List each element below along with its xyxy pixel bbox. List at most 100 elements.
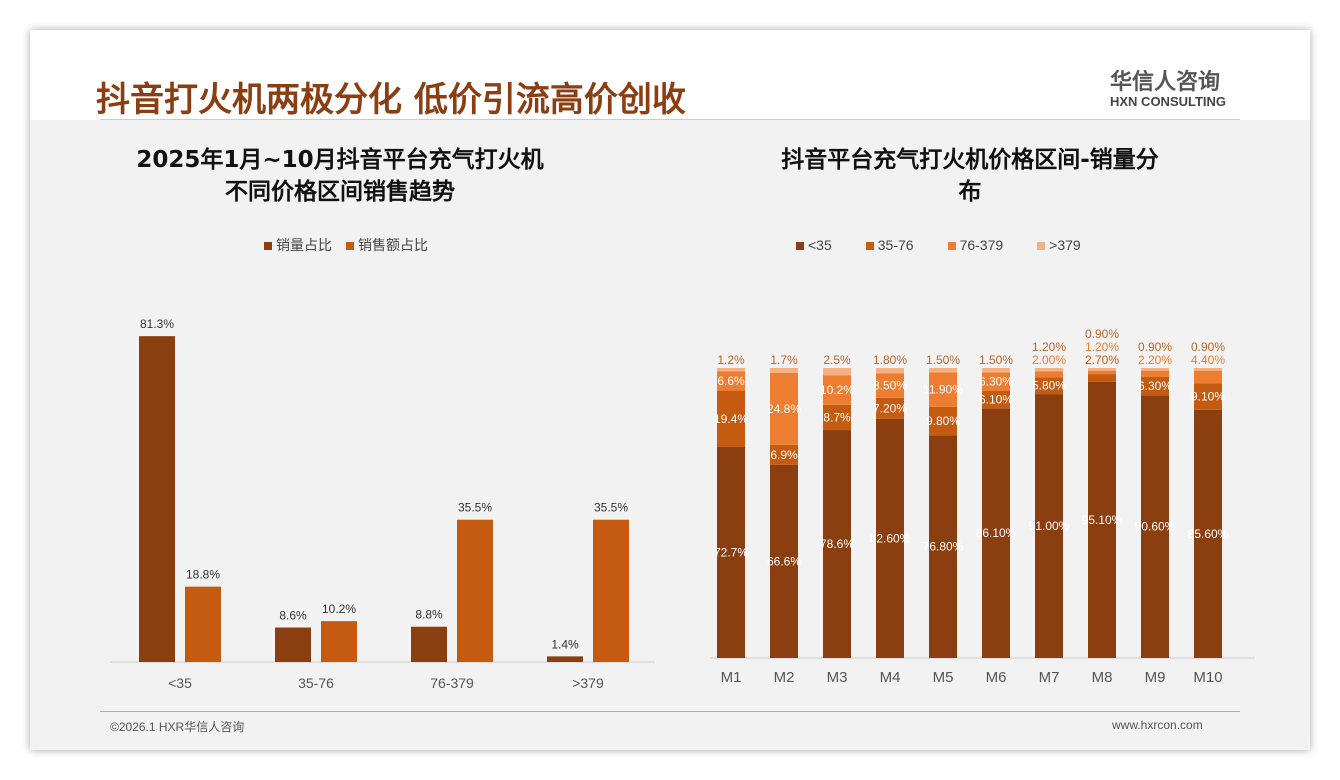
stack-segment	[1141, 395, 1169, 658]
data-label: 95.10%	[1082, 513, 1123, 527]
bar	[593, 519, 629, 662]
data-label: 10.2%	[322, 602, 356, 616]
stack-segment	[823, 404, 851, 431]
stack-segment	[823, 430, 851, 658]
data-label: 6.9%	[770, 448, 798, 462]
stack-segment	[823, 375, 851, 405]
data-label: 76.80%	[923, 540, 964, 554]
bar	[139, 336, 175, 662]
stack-segment	[876, 397, 904, 419]
x-tick-label: M4	[880, 669, 901, 686]
x-tick-label: 35-76	[298, 675, 334, 690]
data-label: 10.2%	[820, 383, 854, 397]
stack-segment	[717, 368, 745, 372]
x-tick-label: M10	[1193, 669, 1222, 686]
left-title-line1: 2025年1月~10月抖音平台充气打火机	[136, 147, 544, 173]
data-label: 1.50%	[926, 353, 960, 367]
data-label: 2.00%	[1032, 353, 1066, 367]
x-tick-label: <35	[168, 675, 192, 690]
data-label: 1.20%	[1085, 340, 1119, 354]
stack-segment	[1141, 368, 1169, 371]
legend-label: 销售额占比	[358, 237, 428, 253]
header: 抖音打火机两极分化 低价引流高价创收 华信人咨询 HXN CONSULTING	[30, 30, 1310, 120]
stack-segment	[1035, 371, 1063, 378]
data-label: 11.90%	[923, 383, 963, 397]
data-label: 1.20%	[1032, 340, 1066, 354]
data-label: 2.20%	[1138, 353, 1172, 367]
stack-segment	[1035, 368, 1063, 372]
data-label: 6.10%	[979, 392, 1013, 406]
legend-label: 35-76	[877, 237, 914, 253]
stack-segment	[1194, 383, 1222, 410]
stack-segment	[876, 418, 904, 658]
left-chart-title: 2025年1月~10月抖音平台充气打火机 不同价格区间销售趋势	[90, 144, 590, 208]
stack-segment	[1035, 377, 1063, 395]
stack-segment	[1088, 368, 1116, 371]
data-label: 78.6%	[820, 537, 854, 551]
stack-segment	[876, 368, 904, 374]
data-label: 86.10%	[976, 526, 1017, 540]
legend-item: >379	[1037, 237, 1081, 253]
bar	[185, 586, 221, 662]
data-label: 91.00%	[1029, 519, 1070, 533]
stack-segment	[770, 464, 798, 658]
x-tick-label: M8	[1092, 669, 1113, 686]
data-label: 19.4%	[714, 412, 748, 426]
stack-segment	[982, 368, 1010, 373]
right-title-line1: 抖音平台充气打火机价格区间-销量分	[781, 147, 1159, 173]
x-tick-label: >379	[572, 675, 604, 690]
left-chart: 81.3%18.8%<35（低价位）8.6%10.2%35-76（中低价位）8.…	[110, 317, 655, 690]
data-label: 7.20%	[873, 401, 907, 415]
data-label: 72.7%	[714, 545, 748, 559]
data-label: 90.60%	[1135, 520, 1176, 534]
x-tick-label: M6	[986, 669, 1007, 686]
right-chart-title: 抖音平台充气打火机价格区间-销量分 布	[730, 144, 1210, 208]
x-tick-label: M5	[933, 669, 954, 686]
stack-segment	[982, 390, 1010, 409]
x-tick-label: M3	[827, 669, 848, 686]
data-label: 82.60%	[870, 531, 911, 545]
data-label: 5.80%	[1032, 379, 1066, 393]
bar	[411, 626, 447, 662]
footer-divider	[100, 711, 1240, 712]
data-label: 35.5%	[594, 501, 628, 515]
stack-segment	[1088, 374, 1116, 382]
left-legend: 销量占比 销售额占比	[264, 235, 428, 255]
stack-segment	[1088, 370, 1116, 375]
data-label: 81.3%	[140, 317, 174, 331]
legend-item: 销量占比	[264, 235, 332, 255]
stack-segment	[1194, 409, 1222, 658]
footer-copyright: ©2026.1 HXR华信人咨询	[110, 720, 245, 734]
data-label: 1.80%	[873, 353, 907, 367]
logo-en: HXN CONSULTING	[1110, 94, 1227, 109]
stack-segment	[982, 372, 1010, 391]
data-label: 2.70%	[1085, 353, 1119, 367]
stack-segment	[770, 372, 798, 445]
data-label: 1.2%	[717, 353, 745, 367]
data-label: 1.4%	[551, 637, 579, 651]
stack-segment	[1141, 370, 1169, 377]
data-label: 9.10%	[1191, 390, 1225, 404]
stack-segment	[929, 406, 957, 436]
legend-item: 76-379	[947, 237, 1003, 253]
data-label: 8.7%	[823, 410, 851, 424]
stack-segment	[876, 373, 904, 398]
stack-segment	[823, 368, 851, 376]
x-tick-label: 76-379	[430, 675, 474, 690]
stack-segment	[1088, 381, 1116, 658]
page-title: 抖音打火机两极分化 低价引流高价创收	[96, 80, 686, 120]
data-label: 18.8%	[186, 568, 220, 582]
stack-segment	[770, 444, 798, 465]
legend-label: 销量占比	[276, 237, 332, 253]
bar	[457, 519, 493, 662]
x-tick-label: M2	[774, 669, 795, 686]
stack-segment	[929, 372, 957, 407]
data-label: 0.90%	[1138, 340, 1172, 354]
data-label: 1.50%	[979, 353, 1013, 367]
data-label: 6.30%	[1138, 379, 1172, 393]
data-label: 4.40%	[1191, 353, 1225, 367]
stack-segment	[1194, 368, 1222, 371]
data-label: 66.6%	[767, 554, 801, 568]
data-label: 9.80%	[926, 414, 960, 428]
data-label: 8.8%	[415, 608, 443, 622]
